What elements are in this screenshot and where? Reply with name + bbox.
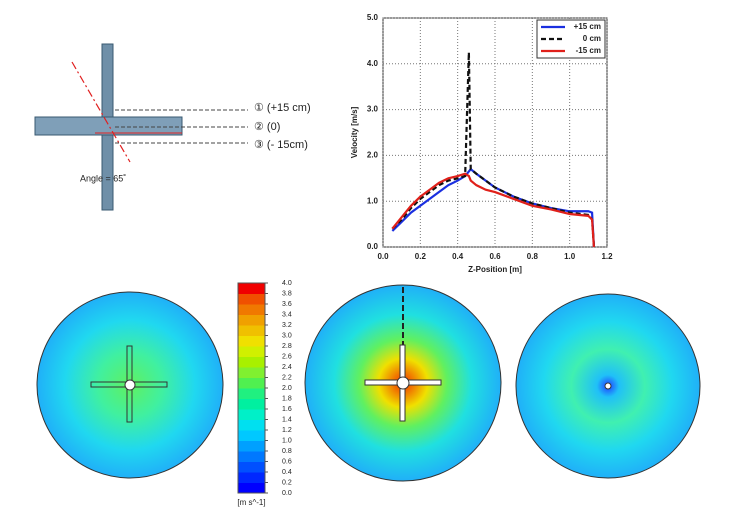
colorbar-tick-label: 2.4 [282, 364, 292, 371]
schematic: ① (+15 cm) ② (0) ③ (- 15cm) Angle = 65˚ [34, 43, 311, 211]
colorbar-tick-label: 1.2 [282, 427, 292, 434]
color-band [238, 409, 265, 420]
colorbar-tick-label: 0.0 [282, 490, 292, 497]
colorbar-tick-label: 1.0 [282, 437, 292, 444]
colorbar-unit: [m s^-1] [237, 498, 265, 507]
y-axis-label: Velocity [m/s] [350, 106, 359, 158]
color-band [238, 377, 265, 389]
series-line [391, 172, 596, 248]
y-tick-label: 1.0 [367, 196, 379, 205]
legend-label: -15 cm [576, 46, 601, 55]
colorbar-tick-label: 0.8 [282, 448, 292, 455]
colorbar-tick-label: 2.6 [282, 353, 292, 360]
color-band [238, 346, 265, 357]
colorbar-tick-label: 2.2 [282, 374, 292, 381]
contours [36, 284, 701, 482]
colorbar-tick-label: 1.4 [282, 416, 292, 423]
series-line [391, 52, 596, 248]
legend-label: +15 cm [574, 22, 601, 31]
color-band [238, 293, 265, 305]
colorbar-tick-label: 1.8 [282, 395, 292, 402]
colorbar-tick-label: 3.2 [282, 322, 292, 329]
x-tick-label: 0.2 [415, 252, 427, 261]
level-label: ② (0) [254, 121, 280, 133]
color-band [238, 451, 265, 462]
x-tick-label: 0.8 [527, 252, 539, 261]
x-tick-label: 0.0 [377, 252, 389, 261]
color-band [238, 325, 265, 336]
color-band [238, 482, 265, 494]
color-band [238, 335, 265, 347]
color-band [238, 461, 265, 473]
colorbar-tick-label: 3.6 [282, 301, 292, 308]
color-band [238, 304, 265, 315]
level-label: ① (+15 cm) [254, 102, 311, 114]
y-tick-label: 4.0 [367, 59, 379, 68]
level-label: ③ (- 15cm) [254, 139, 308, 151]
color-band [238, 367, 265, 378]
x-tick-label: 1.2 [601, 252, 613, 261]
colorbar-tick-label: 3.8 [282, 290, 292, 297]
x-tick-label: 0.6 [489, 252, 501, 261]
colorbar-tick-label: 0.2 [282, 479, 292, 486]
colorbar-tick-label: 1.6 [282, 406, 292, 413]
colorbar-tick-label: 2.8 [282, 343, 292, 350]
x-tick-label: 0.4 [452, 252, 464, 261]
color-band [238, 388, 265, 399]
color-band [238, 398, 265, 410]
color-band [238, 419, 265, 431]
x-tick-label: 1.0 [564, 252, 576, 261]
color-band [238, 314, 265, 326]
color-band [238, 356, 265, 368]
color-band [238, 440, 265, 452]
hub [396, 376, 410, 390]
x-axis-label: Z-Position [m] [468, 265, 522, 274]
colorbar-tick-label: 3.0 [282, 332, 292, 339]
y-tick-label: 5.0 [367, 13, 379, 22]
colorbar-tick-label: 3.4 [282, 311, 292, 318]
colorbar-tick-label: 0.6 [282, 458, 292, 465]
y-tick-label: 3.0 [367, 105, 379, 114]
colorbar-tick-label: 2.0 [282, 385, 292, 392]
angle-line [71, 61, 131, 163]
hub [604, 382, 612, 390]
y-tick-label: 2.0 [367, 151, 379, 160]
colorbar-tick-label: 0.4 [282, 469, 292, 476]
colorbar-tick-label: 4.0 [282, 280, 292, 287]
blade [34, 116, 183, 136]
y-tick-label: 0.0 [367, 242, 379, 251]
legend-label: 0 cm [583, 34, 601, 43]
color-band [238, 283, 265, 294]
color-band [238, 430, 265, 441]
hub [124, 379, 136, 391]
angle-label: Angle = 65˚ [80, 173, 126, 183]
color-band [238, 472, 265, 483]
